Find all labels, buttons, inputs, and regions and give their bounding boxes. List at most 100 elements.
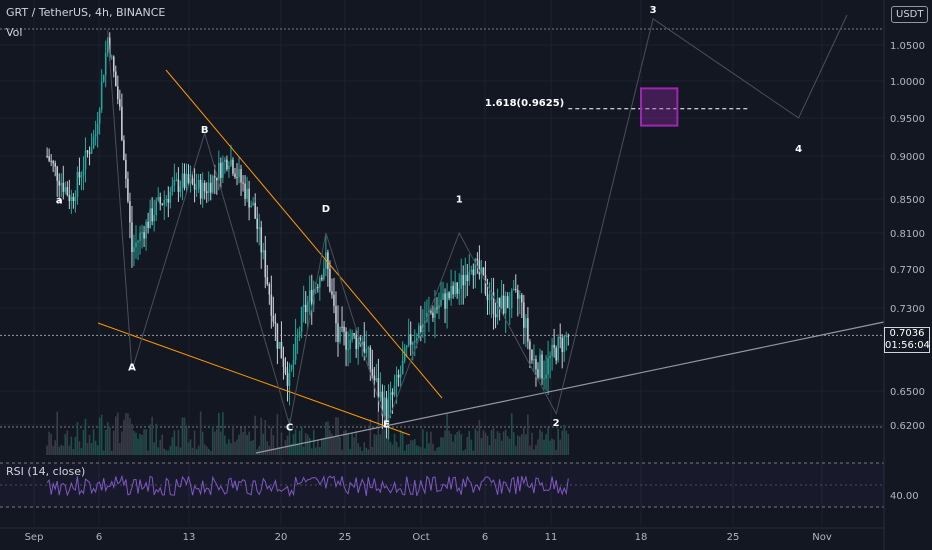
candle-body bbox=[535, 359, 537, 370]
candle-body bbox=[553, 344, 555, 348]
wave-label-a: a bbox=[56, 195, 63, 206]
candle-body bbox=[52, 161, 54, 164]
volume-bar bbox=[387, 430, 390, 455]
candle-body bbox=[379, 391, 382, 398]
volume-bar bbox=[203, 444, 206, 455]
volume-bar bbox=[436, 447, 438, 455]
volume-bar bbox=[143, 429, 145, 455]
candle-body bbox=[119, 99, 121, 107]
candle-body bbox=[60, 182, 63, 186]
candle-body bbox=[127, 178, 129, 202]
volume-bar bbox=[383, 429, 386, 455]
volume-bar bbox=[72, 449, 75, 455]
volume-bar bbox=[557, 428, 559, 455]
candle-body bbox=[131, 222, 133, 252]
candle-body bbox=[228, 165, 230, 170]
volume-bar bbox=[207, 448, 210, 455]
candle-body bbox=[179, 186, 182, 192]
volume-bar bbox=[353, 437, 355, 455]
candle-body bbox=[440, 299, 442, 306]
volume-bar bbox=[244, 428, 246, 455]
candle-body bbox=[88, 152, 91, 154]
volume-bar bbox=[363, 442, 366, 455]
volume-bar bbox=[82, 429, 85, 455]
volume-bar bbox=[329, 430, 331, 455]
volume-bar bbox=[312, 429, 315, 455]
volume-bar bbox=[482, 430, 485, 455]
volume-bar bbox=[260, 417, 263, 455]
volume-bar bbox=[399, 430, 402, 455]
y-tick-label: 0.7700 bbox=[890, 265, 925, 276]
candle-body bbox=[92, 136, 95, 148]
volume-bar bbox=[167, 450, 170, 455]
volume-bar bbox=[171, 437, 174, 455]
volume-bar bbox=[343, 430, 345, 455]
wave-label-D: D bbox=[322, 204, 330, 215]
x-tick-label: Sep bbox=[25, 532, 44, 543]
volume-bar bbox=[319, 447, 321, 455]
candle-body bbox=[498, 297, 501, 309]
volume-bar bbox=[549, 440, 551, 455]
volume-bar bbox=[393, 433, 396, 455]
volume-bar bbox=[238, 434, 240, 455]
volume-bar bbox=[135, 432, 137, 455]
candle-body bbox=[270, 294, 273, 316]
candle-body bbox=[557, 337, 559, 361]
volume-bar bbox=[209, 450, 212, 455]
volume-bar bbox=[266, 441, 269, 455]
volume-bar bbox=[381, 425, 384, 455]
candle-body bbox=[504, 296, 507, 314]
volume-bar bbox=[129, 418, 131, 455]
candle-body bbox=[464, 274, 467, 286]
volume-bar bbox=[205, 446, 208, 455]
candle-body bbox=[531, 349, 533, 361]
candle-body bbox=[209, 182, 212, 193]
candle-body bbox=[294, 337, 297, 360]
volume-bar bbox=[462, 450, 465, 455]
candle-body bbox=[480, 267, 483, 275]
candle-body bbox=[331, 291, 333, 295]
volume-bar bbox=[60, 444, 63, 455]
volume-bar bbox=[296, 443, 299, 455]
volume-bar bbox=[476, 431, 479, 455]
volume-bar bbox=[213, 431, 216, 455]
candle-body bbox=[260, 227, 263, 253]
x-tick-label: 20 bbox=[275, 532, 288, 543]
volume-bar bbox=[276, 413, 279, 455]
candle-body bbox=[284, 366, 287, 374]
volume-bar bbox=[468, 431, 471, 455]
volume-bar bbox=[545, 434, 547, 455]
wedge-lower-line bbox=[97, 322, 411, 436]
volume-bar bbox=[563, 424, 566, 455]
candle-body bbox=[486, 293, 489, 300]
candle-body bbox=[84, 150, 87, 170]
candle-body bbox=[153, 215, 155, 222]
wave-label-4: 4 bbox=[795, 144, 802, 155]
wave-label-2: 2 bbox=[553, 418, 560, 429]
candle-body bbox=[169, 191, 172, 203]
currency-button[interactable]: USDT bbox=[891, 6, 929, 23]
volume-bar bbox=[413, 439, 416, 455]
candle-body bbox=[149, 208, 151, 229]
volume-bar bbox=[64, 433, 67, 455]
candle-body bbox=[157, 196, 160, 201]
volume-bar bbox=[438, 446, 440, 455]
x-tick-label: 6 bbox=[96, 532, 102, 543]
volume-bar bbox=[539, 429, 541, 455]
volume-bar bbox=[484, 432, 487, 455]
y-tick-label: 0.8500 bbox=[890, 195, 925, 206]
volume-bar bbox=[218, 412, 220, 455]
candle-body bbox=[527, 318, 529, 342]
candle-body bbox=[393, 385, 396, 395]
candle-body bbox=[377, 378, 380, 398]
volume-bar bbox=[405, 444, 408, 455]
volume-bar bbox=[418, 446, 420, 455]
candle-body bbox=[133, 247, 135, 252]
candle-body bbox=[272, 315, 275, 322]
candle-body bbox=[161, 203, 164, 205]
candle-body bbox=[547, 358, 549, 375]
volume-bar bbox=[369, 418, 372, 455]
volume-bar bbox=[553, 439, 555, 455]
volume-bar bbox=[56, 411, 59, 455]
